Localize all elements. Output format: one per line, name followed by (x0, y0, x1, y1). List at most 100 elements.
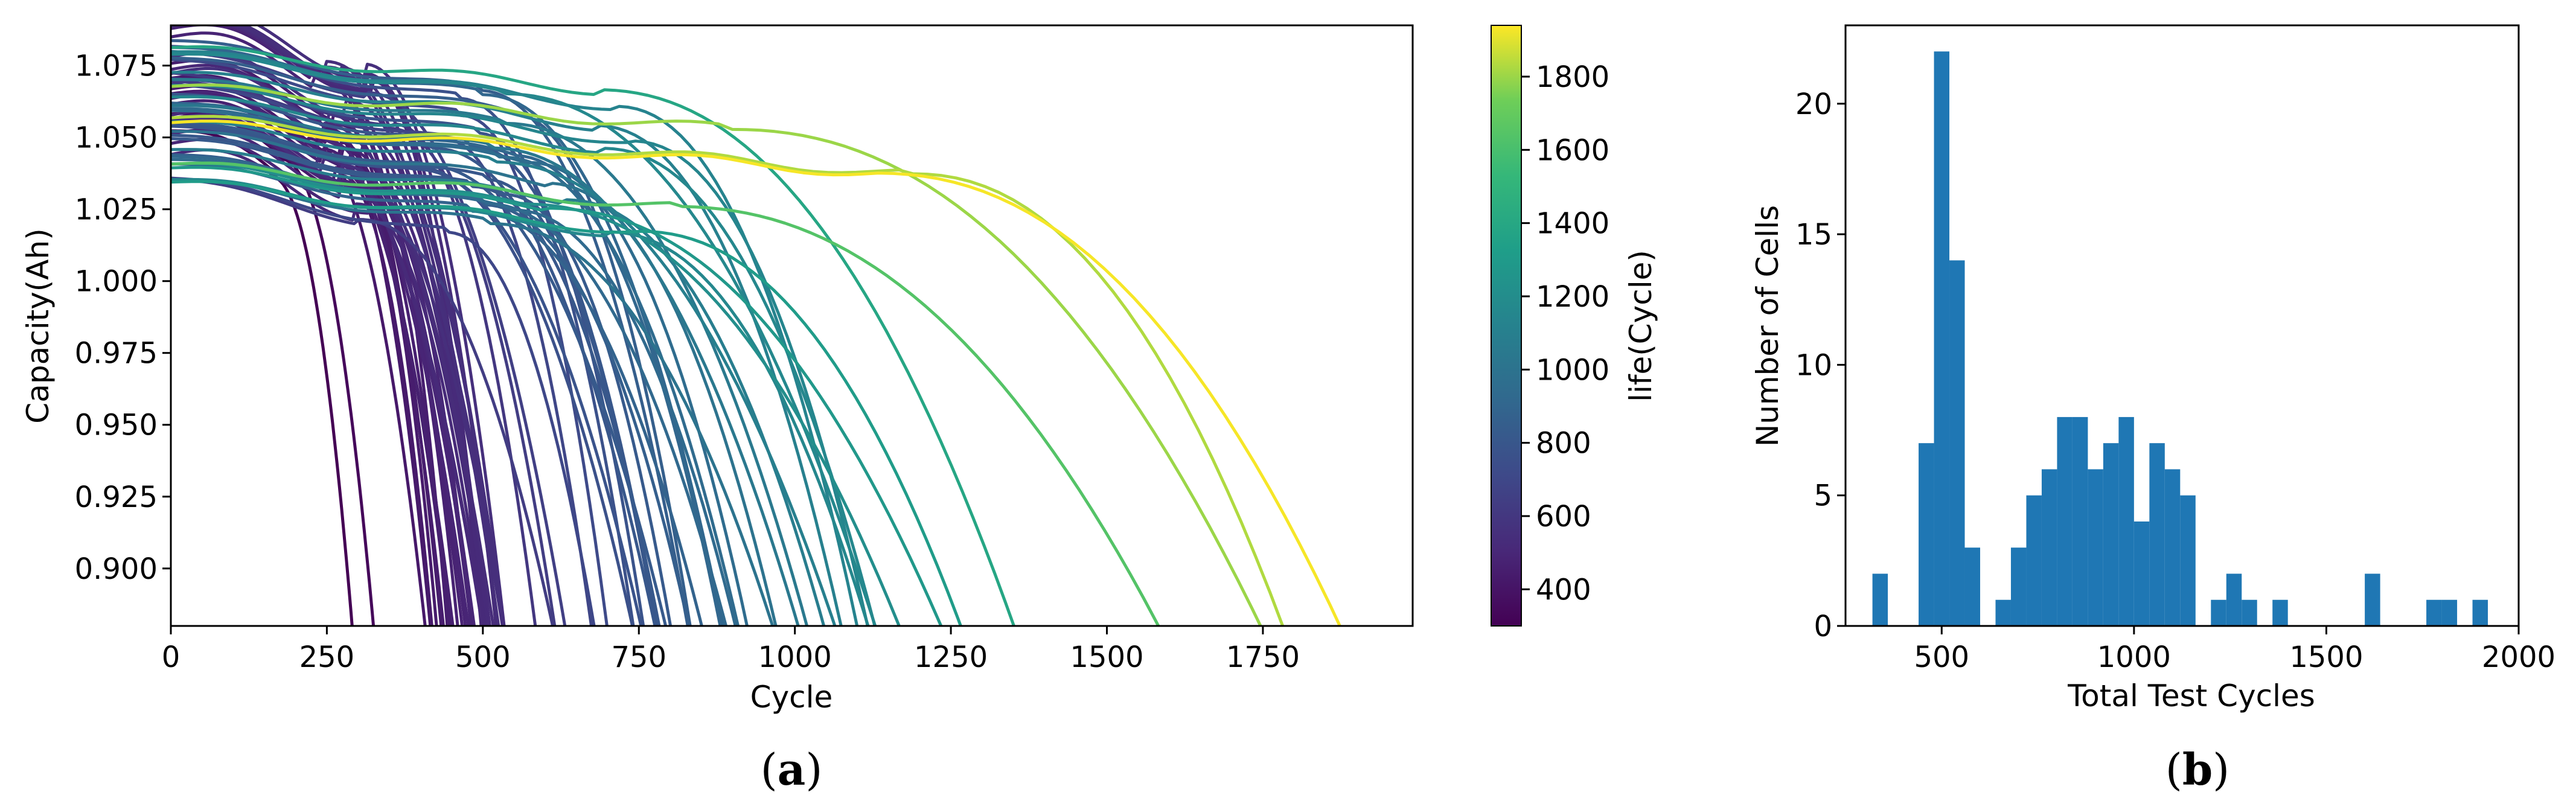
panel-b-ylabel: Number of Cells (1750, 205, 1785, 447)
panel-b-x-ticks: 500 1000 1500 2000 (1914, 626, 2555, 674)
panel-a-x-ticks: 0 250 500 750 1000 1250 1500 1750 (162, 626, 1300, 674)
capacity-curve (171, 112, 376, 626)
y-tick-label: 15 (1795, 218, 1832, 252)
y-tick-label: 20 (1795, 88, 1832, 121)
x-tick-label: 1750 (1226, 640, 1300, 674)
capacity-curve (171, 83, 1262, 626)
histogram-bar (2103, 443, 2119, 626)
capacity-curve (171, 83, 593, 626)
colorbar-tick-label: 1800 (1536, 60, 1609, 94)
capacity-curve (171, 49, 567, 626)
y-tick-label: 0.975 (75, 337, 158, 371)
capacity-curve (171, 45, 1016, 626)
y-tick-label: 5 (1814, 479, 1832, 513)
capacity-curve (171, 176, 596, 626)
colorbar-label: life(Cycle) (1623, 250, 1658, 402)
capacity-curve (255, 25, 506, 626)
capacity-curves (171, 25, 1342, 626)
capacity-curve (171, 95, 877, 626)
x-tick-label: 1000 (2097, 640, 2171, 674)
capacity-curve (171, 120, 1342, 626)
panel-a-y-ticks: 0.900 0.925 0.950 0.975 1.000 1.025 1.050 1.075 (75, 49, 171, 586)
panel-b-label: (b) (2165, 744, 2230, 795)
histogram-bar (2041, 469, 2057, 626)
colorbar-tick-label: 1600 (1536, 133, 1609, 167)
x-tick-label: 1250 (914, 640, 988, 674)
x-tick-label: 1500 (1070, 640, 1143, 674)
histogram-bars (1872, 51, 2488, 627)
x-tick-label: 1500 (2289, 640, 2363, 674)
histogram-bar (1995, 599, 2011, 626)
histogram-bar (2088, 469, 2103, 626)
colorbar-tick-label: 600 (1536, 500, 1591, 534)
histogram-bar (2272, 599, 2288, 626)
y-tick-label: 1.025 (75, 193, 158, 227)
histogram-bar (2010, 547, 2027, 626)
y-tick-label: 10 (1795, 348, 1832, 382)
colorbar-ticks: 400 600 800 1000 1200 1400 1600 1800 (1521, 60, 1609, 607)
y-tick-label: 1.000 (75, 265, 158, 299)
histogram-bar (2057, 416, 2073, 626)
colorbar: 400 600 800 1000 1200 1400 1600 1800 life(Cycle… (1491, 25, 1658, 627)
capacity-curve (171, 124, 657, 626)
x-tick-label: 2000 (2482, 640, 2555, 674)
capacity-curve (171, 107, 740, 626)
panel-a-label: (a) (761, 744, 823, 795)
capacity-curve (171, 71, 843, 626)
capacity-curve (171, 129, 354, 626)
histogram-bar (2118, 416, 2134, 626)
colorbar-tick-label: 1200 (1536, 280, 1609, 314)
panel-a-label-letter: a (778, 744, 806, 795)
y-tick-label: 0.900 (75, 552, 158, 586)
x-tick-label: 250 (299, 640, 355, 674)
histogram-bar (2164, 469, 2181, 626)
panel-a: 0 250 500 750 1000 1250 1500 1750 0.9000.9250.9… (21, 24, 1414, 795)
panel-a-xlabel: Cycle (750, 680, 833, 715)
panel-a-frame (170, 24, 1414, 627)
colorbar-tick-label: 1400 (1536, 207, 1609, 241)
histogram-bar (2441, 599, 2458, 626)
capacity-curve (171, 130, 778, 626)
panel-a-ylabel: Capacity(Ah) (21, 228, 56, 423)
histogram-bar (2026, 495, 2042, 626)
capacity-curve (171, 56, 692, 626)
capacity-curve (171, 133, 661, 626)
histogram-bar (2180, 495, 2196, 626)
colorbar-tick-label: 400 (1536, 573, 1591, 607)
y-tick-label: 0.950 (75, 409, 158, 442)
histogram-bar (2133, 521, 2150, 626)
histogram-bar (2242, 599, 2257, 626)
panel-b-label-letter: b (2182, 744, 2213, 795)
y-tick-label: 0.925 (75, 480, 158, 514)
histogram-bar (1949, 260, 1965, 626)
capacity-curve (171, 116, 504, 626)
x-tick-label: 500 (455, 640, 511, 674)
colorbar-gradient (1491, 25, 1522, 627)
y-tick-label: 0 (1814, 610, 1832, 643)
histogram-bar (2149, 443, 2165, 626)
panel-b-xlabel: Total Test Cycles (2067, 678, 2315, 713)
histogram-bar (1964, 547, 1980, 626)
histogram-bar (1872, 573, 1888, 626)
panel-b: 500 1000 1500 2000 0 5 10 15 20 Total Test Cycl… (1750, 24, 2555, 795)
histogram-bar (2072, 416, 2088, 626)
capacity-curve (171, 46, 724, 626)
capacity-curve (171, 115, 1285, 626)
histogram-bar (2365, 573, 2380, 626)
x-tick-label: 0 (162, 640, 181, 674)
colorbar-tick-label: 800 (1536, 427, 1591, 461)
capacity-curve (171, 180, 963, 626)
panel-b-frame (1844, 24, 2520, 627)
histogram-bar (1919, 443, 1934, 626)
capacity-curve (171, 53, 877, 626)
y-tick-label: 1.050 (75, 121, 158, 155)
histogram-bar (2226, 573, 2242, 626)
capacity-curve (171, 120, 837, 626)
panel-b-y-ticks: 0 5 10 15 20 (1795, 88, 1846, 643)
capacity-curve (171, 161, 1160, 626)
histogram-bar (1934, 51, 1950, 627)
capacity-curve (171, 99, 455, 626)
capacity-curve (171, 104, 800, 626)
x-tick-label: 1000 (758, 640, 832, 674)
